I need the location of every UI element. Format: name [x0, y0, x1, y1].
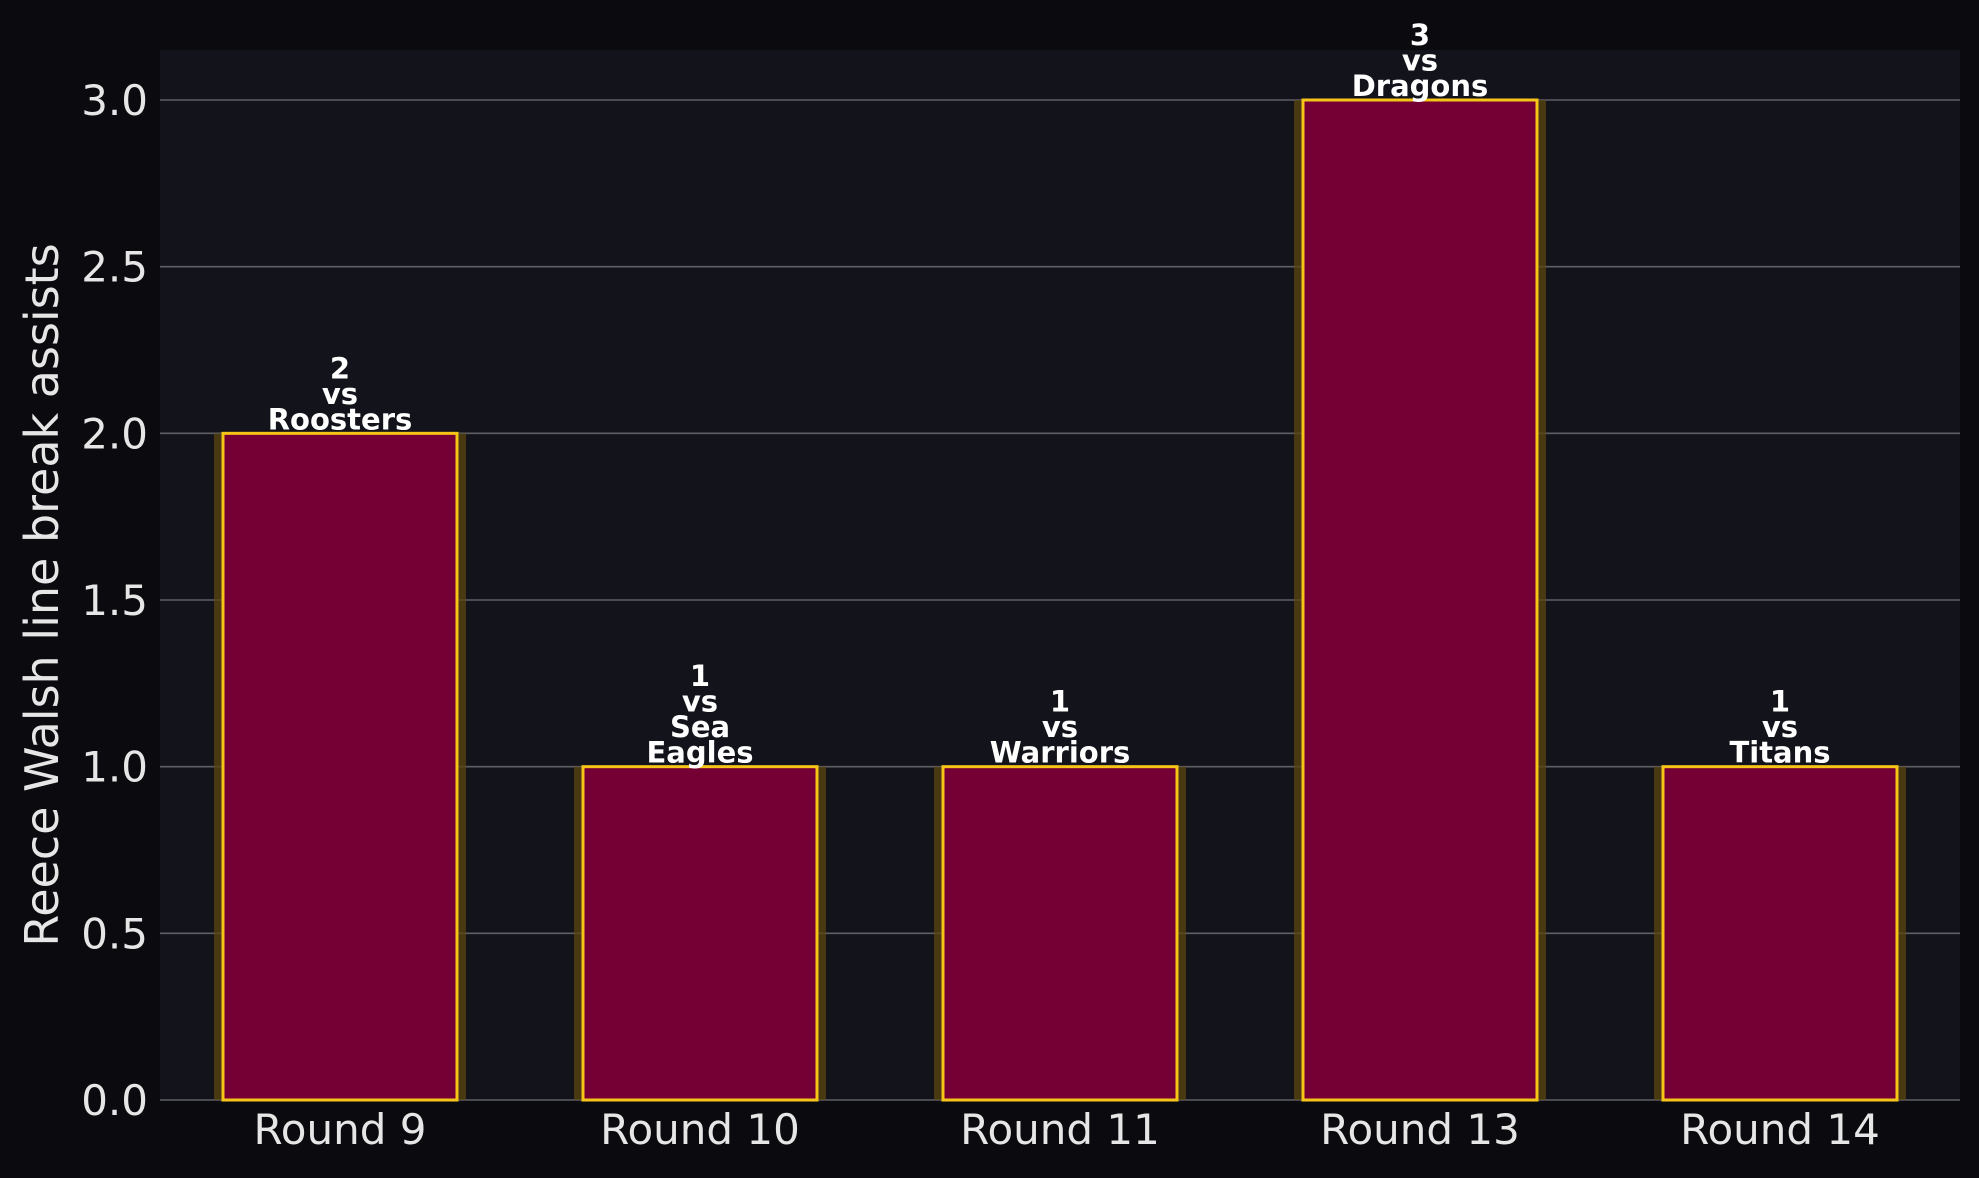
y-tick-label: 0.0	[81, 1076, 148, 1125]
y-tick-label: 0.5	[81, 909, 148, 958]
bar-data-label: 1	[690, 659, 710, 693]
y-tick-label: 1.5	[81, 576, 148, 625]
bars	[214, 98, 1906, 1102]
bar	[1301, 98, 1539, 1102]
x-tick-label: Round 9	[254, 1105, 427, 1154]
bar	[941, 765, 1179, 1102]
y-axis-label: Reece Walsh line break assists	[15, 243, 69, 946]
y-tick-label: 2.0	[81, 409, 148, 458]
bar	[221, 431, 459, 1102]
x-tick-label: Round 10	[600, 1105, 800, 1154]
bar-data-labels: 2vsRoosters1vsSeaEagles1vsWarriors3vsDra…	[268, 18, 1831, 770]
bar-data-label: Dragons	[1352, 69, 1489, 103]
bar-data-label: Roosters	[268, 402, 413, 436]
bar-data-label: 2	[330, 351, 350, 385]
x-tick-label: Round 13	[1320, 1105, 1520, 1154]
bar-data-label: vs	[322, 377, 358, 411]
bar-data-label: vs	[1402, 44, 1438, 78]
bar-data-label: vs	[1042, 710, 1078, 744]
y-tick-labels: 0.0 0.5 1.0 1.5 2.0 2.5 3.0	[81, 76, 148, 1125]
bar-data-label: 1	[1050, 685, 1070, 719]
y-tick-label: 1.0	[81, 743, 148, 792]
bar-data-label: 1	[1770, 685, 1790, 719]
y-tick-label: 3.0	[81, 76, 148, 125]
bar-data-label: vs	[1762, 710, 1798, 744]
bar-data-label: Warriors	[990, 736, 1131, 770]
x-tick-label: Round 11	[960, 1105, 1160, 1154]
x-tick-label: Round 14	[1680, 1105, 1880, 1154]
bar-data-label: Eagles	[646, 736, 753, 770]
bar	[1661, 765, 1899, 1102]
y-tick-label: 2.5	[81, 243, 148, 292]
bar	[581, 765, 819, 1102]
bar-data-label: 3	[1410, 18, 1430, 52]
bar-data-label: Titans	[1729, 736, 1830, 770]
x-tick-labels: Round 9 Round 10 Round 11 Round 13 Round 14	[254, 1105, 1880, 1154]
bar-data-label: Sea	[670, 710, 730, 744]
bar-data-label: vs	[682, 685, 718, 719]
